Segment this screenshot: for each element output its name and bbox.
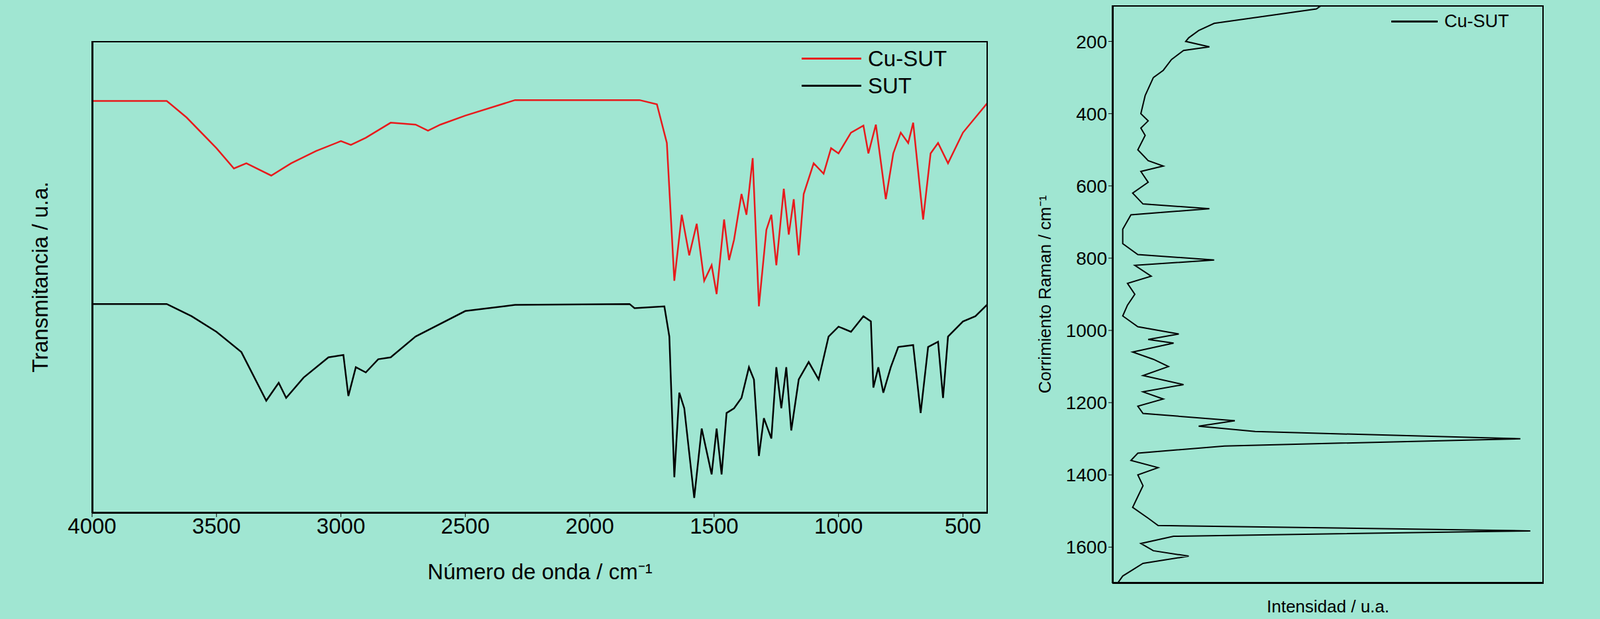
svg-text:Intensidad / u.a.: Intensidad / u.a.	[1266, 596, 1390, 617]
html-text:SUT: SUT	[867, 73, 912, 98]
svg-text:1000: 1000	[814, 514, 863, 539]
svg-text:3500: 3500	[192, 514, 241, 539]
svg-text:800: 800	[1075, 248, 1108, 269]
svg-text:500: 500	[944, 514, 982, 539]
svg-text:Número de onda / cm⁻¹: Número de onda / cm⁻¹	[427, 559, 652, 585]
svg-text:1400: 1400	[1066, 465, 1108, 486]
svg-text:600: 600	[1075, 176, 1108, 197]
svg-text:200: 200	[1075, 31, 1108, 53]
svg-text:1200: 1200	[1066, 392, 1108, 414]
svg-text:2500: 2500	[441, 514, 490, 539]
svg-text:400: 400	[1075, 104, 1108, 125]
svg-text:1600: 1600	[1066, 537, 1108, 558]
svg-text:1500: 1500	[689, 514, 739, 539]
svg-text:4000: 4000	[67, 514, 116, 539]
html-text:Cu-SUT: Cu-SUT	[1444, 11, 1509, 32]
svg-text:Corrimiento Raman / cm⁻¹: Corrimiento Raman / cm⁻¹	[1034, 194, 1055, 394]
svg-text:Transmitancia / u.a.: Transmitancia / u.a.	[27, 181, 53, 374]
html-text:Cu-SUT: Cu-SUT	[867, 46, 947, 71]
svg-text:1000: 1000	[1066, 320, 1108, 342]
svg-text:3000: 3000	[316, 514, 366, 539]
svg-text:2000: 2000	[565, 514, 614, 539]
